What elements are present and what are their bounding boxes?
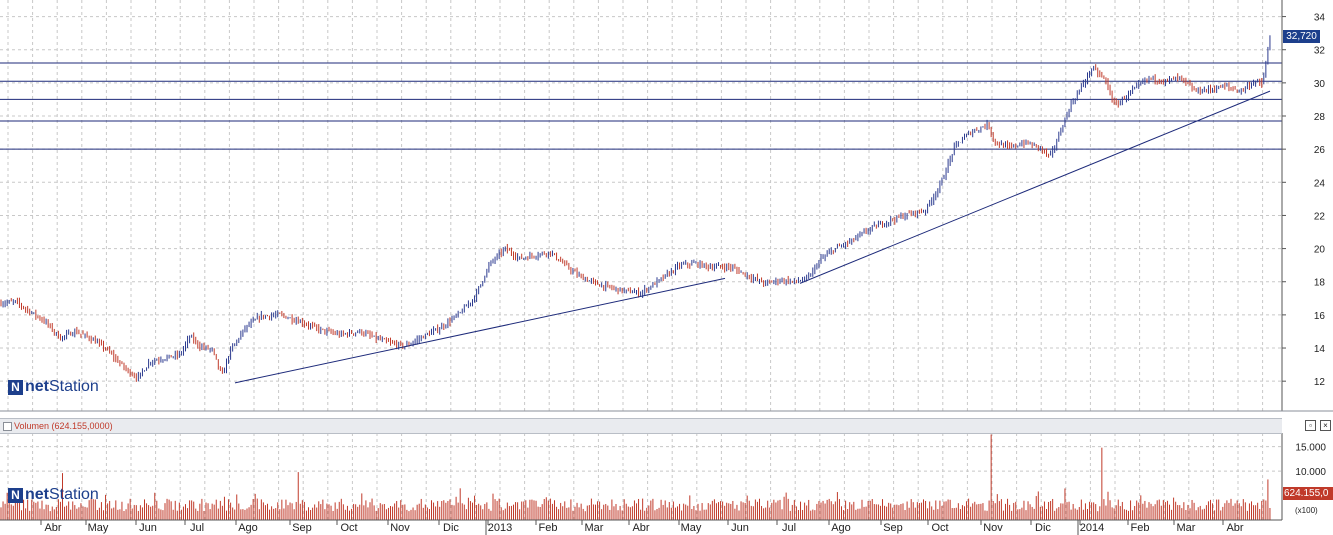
trendline [799,90,1271,284]
y-tick-label: 34 [1314,13,1326,24]
volume-unit-label: (x100) [1295,506,1318,515]
x-tick-label: Feb [539,522,558,534]
x-tick-label: Abr [632,522,649,534]
trendlines [234,90,1271,384]
x-tick-label: Ago [238,522,258,534]
y-tick-label: 28 [1314,112,1326,123]
x-tick-label: Abr [1226,522,1243,534]
x-tick-label: Jul [190,522,204,534]
x-tick-label: Mar [585,522,604,534]
price-candles [0,35,1271,382]
x-tick-label: Oct [931,522,948,534]
volume-pane-title: Volumen (624.155,0000) [14,421,113,431]
x-tick-label: Dic [443,522,459,534]
x-tick-label: Dic [1035,522,1051,534]
volume-tick-label: 10.000 [1295,467,1326,478]
pane-icon[interactable] [3,422,12,431]
x-tick-label: Jun [731,522,749,534]
x-tick-label: Oct [340,522,357,534]
y-tick-label: 16 [1314,311,1326,322]
x-tick-label: Abr [44,522,61,534]
volume-tick-label: 15.000 [1295,443,1326,454]
netstation-logo-volume: N netStation [8,486,99,504]
y-tick-label: 12 [1314,377,1326,388]
x-tick-label: Nov [983,522,1003,534]
restore-pane-button[interactable]: ▫ [1305,420,1316,431]
y-tick-label: 26 [1314,145,1326,156]
x-tick-label: Nov [390,522,410,534]
y-tick-label: 32 [1314,46,1326,57]
x-tick-label: Sep [883,522,903,534]
volume-pane-header: Volumen (624.155,0000) [0,418,1282,434]
x-tick-label: Jun [139,522,157,534]
trendline [234,277,726,384]
x-tick-label: 2014 [1080,522,1104,534]
netstation-logo: N netStation [8,378,99,396]
close-pane-button[interactable]: × [1320,420,1331,431]
x-tick-label: Mar [1177,522,1196,534]
netstation-mark-icon: N [8,487,23,503]
horizontal-levels [0,62,1282,150]
y-tick-label: 14 [1314,344,1326,355]
x-tick-label: Jul [782,522,796,534]
x-tick-label: May [681,522,702,534]
y-tick-label: 30 [1314,79,1326,90]
y-tick-label: 22 [1314,211,1326,222]
x-tick-label: Feb [1131,522,1150,534]
last-price-label: 32,720 [1283,30,1320,43]
volume-bars [0,434,1271,520]
netstation-mark-icon: N [8,379,23,395]
x-tick-label: Ago [831,522,851,534]
y-tick-label: 18 [1314,278,1326,289]
last-volume-label: 624.155,0 [1283,487,1333,500]
grid [0,0,1282,520]
x-tick-label: 2013 [488,522,512,534]
y-tick-label: 20 [1314,245,1326,256]
x-tick-label: Sep [292,522,312,534]
x-tick-label: May [88,522,109,534]
y-tick-label: 24 [1314,178,1326,189]
